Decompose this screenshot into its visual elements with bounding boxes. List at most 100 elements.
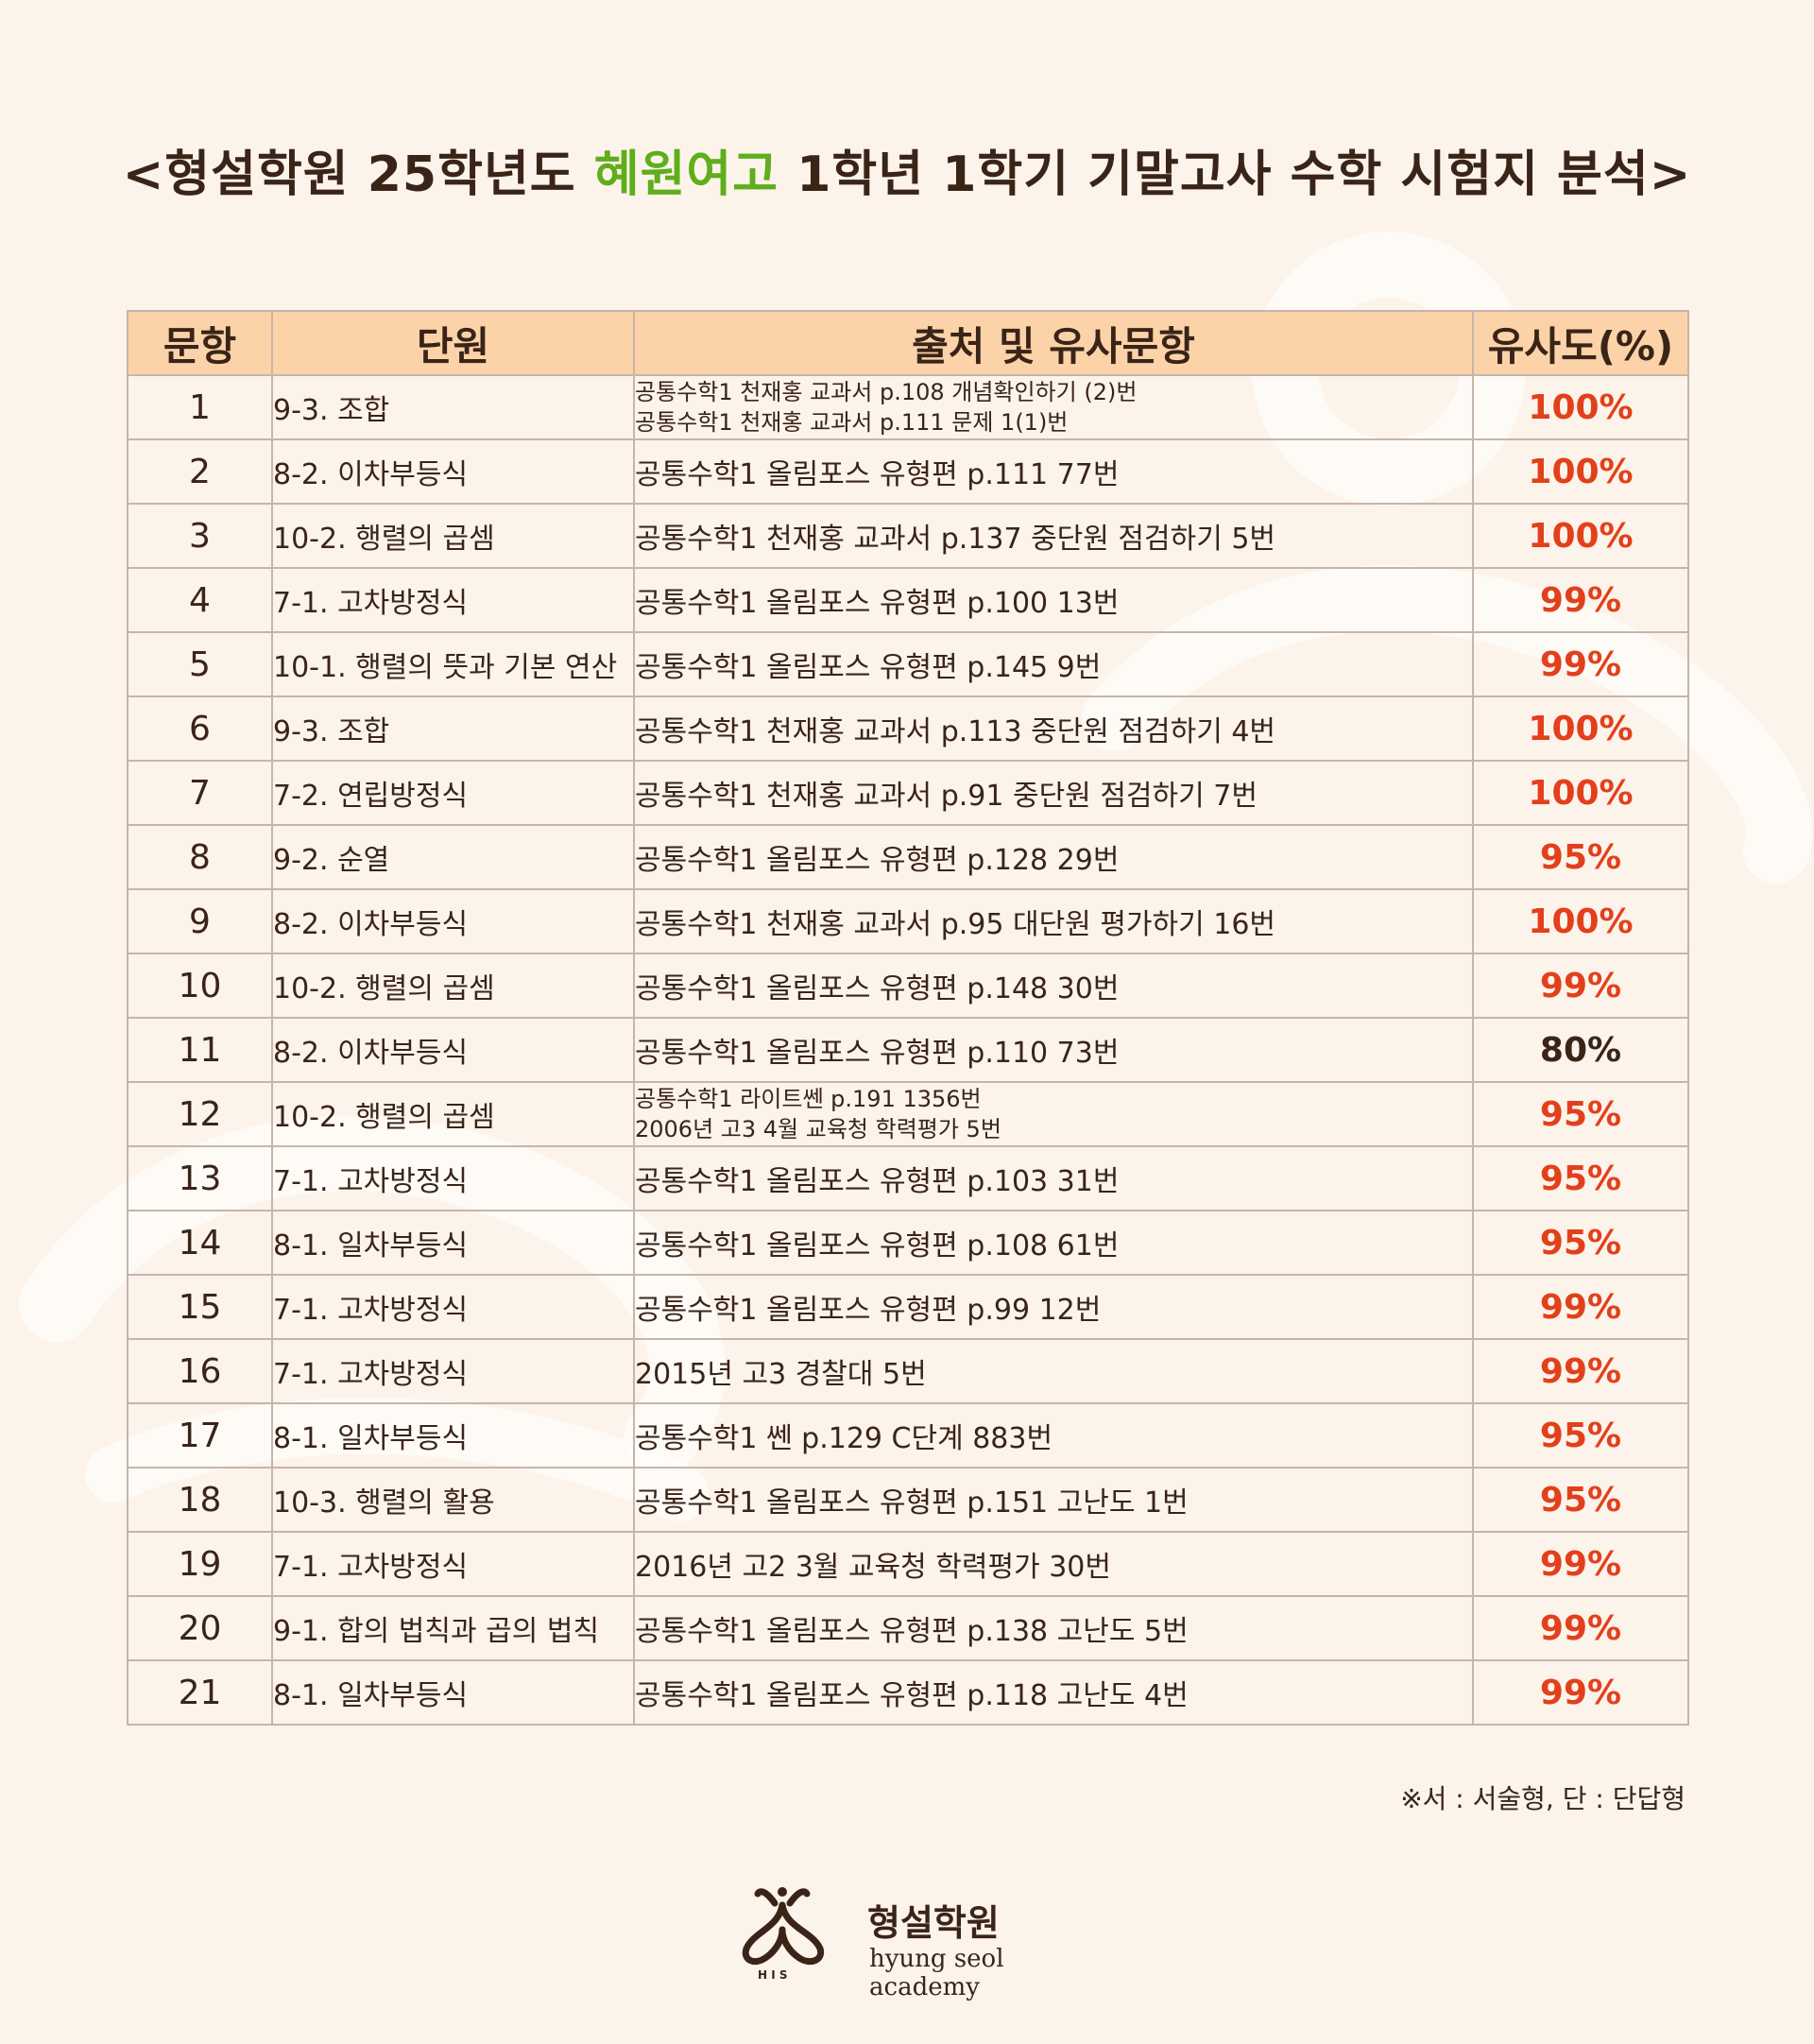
similarity-value: 100% (1472, 438, 1689, 505)
unit-name: 7-1. 고차방정식 (271, 1338, 635, 1404)
source-reference: 공통수학1 천재홍 교과서 p.91 중단원 점검하기 7번 (633, 760, 1474, 826)
table-row: 15 7-1. 고차방정식 공통수학1 올림포스 유형편 p.99 12번 99% (127, 1274, 1689, 1340)
question-number: 18 (127, 1467, 273, 1533)
table-row: 20 9-1. 합의 법칙과 곱의 법칙 공통수학1 올림포스 유형편 p.138 … (127, 1595, 1689, 1661)
source-reference: 공통수학1 천재홍 교과서 p.137 중단원 점검하기 5번 (633, 503, 1474, 569)
source-reference: 공통수학1 쎈 p.129 C단계 883번 (633, 1402, 1474, 1469)
header-unit: 단원 (271, 310, 635, 376)
table-row: 13 7-1. 고차방정식 공통수학1 올림포스 유형편 p.103 31번 95% (127, 1145, 1689, 1211)
question-number: 21 (127, 1659, 273, 1726)
unit-name: 7-1. 고차방정식 (271, 1274, 635, 1340)
question-number: 15 (127, 1274, 273, 1340)
unit-name: 9-1. 합의 법칙과 곱의 법칙 (271, 1595, 635, 1661)
similarity-value: 80% (1472, 1017, 1689, 1083)
table-row: 11 8-2. 이차부등식 공통수학1 올림포스 유형편 p.110 73번 80% (127, 1017, 1689, 1083)
similarity-value: 100% (1472, 503, 1689, 569)
table-row: 21 8-1. 일차부등식 공통수학1 올림포스 유형편 p.118 고난도 4번 9… (127, 1659, 1689, 1726)
table-row: 8 9-2. 순열 공통수학1 올림포스 유형편 p.128 29번 95% (127, 824, 1689, 890)
table-row: 16 7-1. 고차방정식 2015년 고3 경찰대 5번 99% (127, 1338, 1689, 1404)
similarity-value: 99% (1472, 1338, 1689, 1404)
unit-name: 10-2. 행렬의 곱셈 (271, 953, 635, 1019)
similarity-value: 99% (1472, 953, 1689, 1019)
unit-name: 8-1. 일차부등식 (271, 1210, 635, 1276)
question-number: 13 (127, 1145, 273, 1211)
source-reference: 공통수학1 올림포스 유형편 p.99 12번 (633, 1274, 1474, 1340)
unit-name: 8-2. 이차부등식 (271, 888, 635, 954)
header-similarity: 유사도(%) (1472, 310, 1689, 376)
source-reference: 공통수학1 올림포스 유형편 p.110 73번 (633, 1017, 1474, 1083)
question-number: 19 (127, 1531, 273, 1597)
similarity-value: 99% (1472, 567, 1689, 633)
similarity-value: 100% (1472, 696, 1689, 762)
similarity-value: 100% (1472, 888, 1689, 954)
similarity-value: 100% (1472, 374, 1689, 440)
unit-name: 7-1. 고차방정식 (271, 1145, 635, 1211)
similarity-value: 99% (1472, 1531, 1689, 1597)
unit-name: 7-1. 고차방정식 (271, 1531, 635, 1597)
table-row: 9 8-2. 이차부등식 공통수학1 천재홍 교과서 p.95 대단원 평가하기 1… (127, 888, 1689, 954)
question-number: 7 (127, 760, 273, 826)
unit-name: 7-1. 고차방정식 (271, 567, 635, 633)
unit-name: 9-3. 조합 (271, 696, 635, 762)
similarity-value: 99% (1472, 1274, 1689, 1340)
table-row: 6 9-3. 조합 공통수학1 천재홍 교과서 p.113 중단원 점검하기 4번 1… (127, 696, 1689, 762)
unit-name: 10-1. 행렬의 뜻과 기본 연산 (271, 631, 635, 697)
source-reference: 공통수학1 올림포스 유형편 p.128 29번 (633, 824, 1474, 890)
svg-text:H I S: H I S (758, 1968, 788, 1982)
source-reference: 공통수학1 라이트쎈 p.191 1356번 2006년 고3 4월 교육청 학력… (633, 1081, 1474, 1147)
unit-name: 10-2. 행렬의 곱셈 (271, 503, 635, 569)
source-reference: 공통수학1 천재홍 교과서 p.113 중단원 점검하기 4번 (633, 696, 1474, 762)
logo-subtitle: hyung seol academy (869, 1945, 1004, 2001)
source-reference: 공통수학1 올림포스 유형편 p.148 30번 (633, 953, 1474, 1019)
question-number: 16 (127, 1338, 273, 1404)
unit-name: 10-3. 행렬의 활용 (271, 1467, 635, 1533)
header-question-no: 문항 (127, 310, 273, 376)
question-number: 1 (127, 374, 273, 440)
similarity-value: 95% (1472, 1145, 1689, 1211)
academy-logo: H I S 형설학원 hyung seol academy (737, 1882, 1096, 2001)
question-number: 14 (127, 1210, 273, 1276)
table-row: 7 7-2. 연립방정식 공통수학1 천재홍 교과서 p.91 중단원 점검하기 7… (127, 760, 1689, 826)
source-reference: 공통수학1 올림포스 유형편 p.111 77번 (633, 438, 1474, 505)
table-row: 19 7-1. 고차방정식 2016년 고2 3월 교육청 학력평가 30번 99% (127, 1531, 1689, 1597)
question-number: 10 (127, 953, 273, 1019)
source-reference: 공통수학1 올림포스 유형편 p.145 9번 (633, 631, 1474, 697)
table-header-row: 문항 단원 출처 및 유사문항 유사도(%) (127, 310, 1689, 376)
table-row: 14 8-1. 일차부등식 공통수학1 올림포스 유형편 p.108 61번 95% (127, 1210, 1689, 1276)
table-row: 5 10-1. 행렬의 뜻과 기본 연산 공통수학1 올림포스 유형편 p.145 … (127, 631, 1689, 697)
similarity-value: 95% (1472, 1467, 1689, 1533)
question-number: 8 (127, 824, 273, 890)
logo-name: 형설학원 (867, 1901, 1000, 1944)
table-row: 10 10-2. 행렬의 곱셈 공통수학1 올림포스 유형편 p.148 30번 99… (127, 953, 1689, 1019)
question-number: 11 (127, 1017, 273, 1083)
page-title: <형설학원 25학년도 혜원여고 1학년 1학기 기말고사 수학 시험지 분석> (0, 134, 1814, 205)
footnote: ※서 : 서술형, 단 : 단답형 (1400, 1783, 1686, 1814)
source-reference: 공통수학1 올림포스 유형편 p.138 고난도 5번 (633, 1595, 1474, 1661)
title-prefix: <형설학원 25학년도 (122, 146, 594, 203)
source-line: 공통수학1 천재홍 교과서 p.108 개념확인하기 (2)번 (635, 379, 1138, 405)
question-number: 20 (127, 1595, 273, 1661)
table-row: 17 8-1. 일차부등식 공통수학1 쎈 p.129 C단계 883번 95% (127, 1402, 1689, 1469)
source-reference: 공통수학1 올림포스 유형편 p.151 고난도 1번 (633, 1467, 1474, 1533)
source-line: 공통수학1 천재홍 교과서 p.111 문제 1(1)번 (635, 409, 1069, 436)
unit-name: 8-1. 일차부등식 (271, 1659, 635, 1726)
source-reference: 공통수학1 올림포스 유형편 p.100 13번 (633, 567, 1474, 633)
similarity-value: 95% (1472, 1210, 1689, 1276)
hyung-seol-logo-icon: H I S (742, 1887, 825, 1982)
similarity-value: 95% (1472, 1081, 1689, 1147)
unit-name: 8-1. 일차부등식 (271, 1402, 635, 1469)
source-reference: 공통수학1 올림포스 유형편 p.103 31번 (633, 1145, 1474, 1211)
similarity-value: 95% (1472, 1402, 1689, 1469)
question-number: 6 (127, 696, 273, 762)
source-reference: 공통수학1 올림포스 유형편 p.108 61번 (633, 1210, 1474, 1276)
similarity-value: 99% (1472, 1659, 1689, 1726)
unit-name: 9-2. 순열 (271, 824, 635, 890)
unit-name: 9-3. 조합 (271, 374, 635, 440)
source-line: 2006년 고3 4월 교육청 학력평가 5번 (635, 1116, 1001, 1142)
unit-name: 8-2. 이차부등식 (271, 1017, 635, 1083)
similarity-value: 99% (1472, 631, 1689, 697)
question-number: 4 (127, 567, 273, 633)
question-number: 17 (127, 1402, 273, 1469)
source-reference: 2016년 고2 3월 교육청 학력평가 30번 (633, 1531, 1474, 1597)
